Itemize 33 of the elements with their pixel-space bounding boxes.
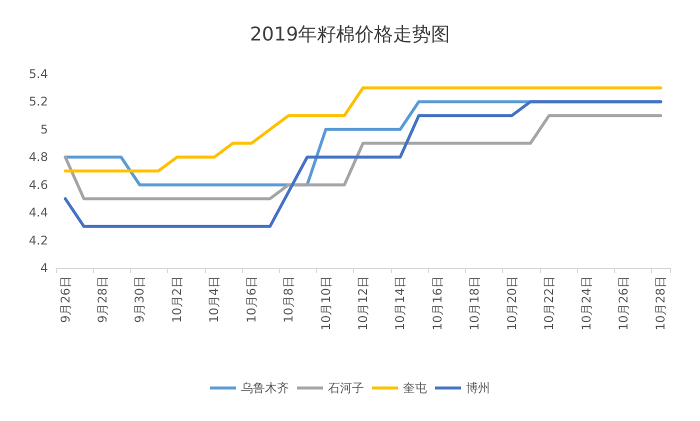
y-tick-label: 5.2 <box>28 94 48 109</box>
chart-title: 2019年籽棉价格走势图 <box>250 24 450 46</box>
x-tick-label: 10月24日 <box>579 276 594 331</box>
legend-label: 石河子 <box>328 381 364 395</box>
x-tick-label: 10月8日 <box>282 276 296 323</box>
x-tick-label: 9月30日 <box>132 276 147 323</box>
x-tick-label: 10月16日 <box>430 276 444 331</box>
y-tick-label: 4 <box>40 261 48 275</box>
x-tick-label: 9月28日 <box>96 276 110 323</box>
x-tick-label: 10月2日 <box>170 276 184 323</box>
x-tick-label: 10月10日 <box>318 276 333 331</box>
legend-label: 奎屯 <box>403 381 427 395</box>
x-tick-label: 10月6日 <box>244 276 258 323</box>
x-tick-label: 10月20日 <box>504 276 519 331</box>
line-series <box>64 114 662 200</box>
y-tick-label: 4.4 <box>28 206 48 220</box>
x-tick-label: 10月26日 <box>616 276 630 331</box>
x-tick-label: 10月12日 <box>356 276 370 331</box>
line-series <box>64 100 662 228</box>
x-tick-label: 10月28日 <box>654 276 668 331</box>
legend-label: 乌鲁木齐 <box>241 381 289 395</box>
x-tick-label: 10月18日 <box>468 276 482 331</box>
y-tick-label: 4.6 <box>28 178 48 192</box>
x-tick-label: 10月22日 <box>542 276 556 331</box>
y-tick-label: 4.8 <box>28 150 48 164</box>
line-series <box>64 86 662 172</box>
y-tick-label: 5 <box>40 122 48 136</box>
y-tick-label: 5.4 <box>28 67 48 81</box>
legend-label: 博州 <box>466 381 490 395</box>
x-tick-label: 9月26日 <box>58 276 72 323</box>
y-tick-label: 4.2 <box>28 233 48 248</box>
x-tick-label: 10月4日 <box>207 276 222 323</box>
x-tick-label: 10月14日 <box>393 276 408 331</box>
